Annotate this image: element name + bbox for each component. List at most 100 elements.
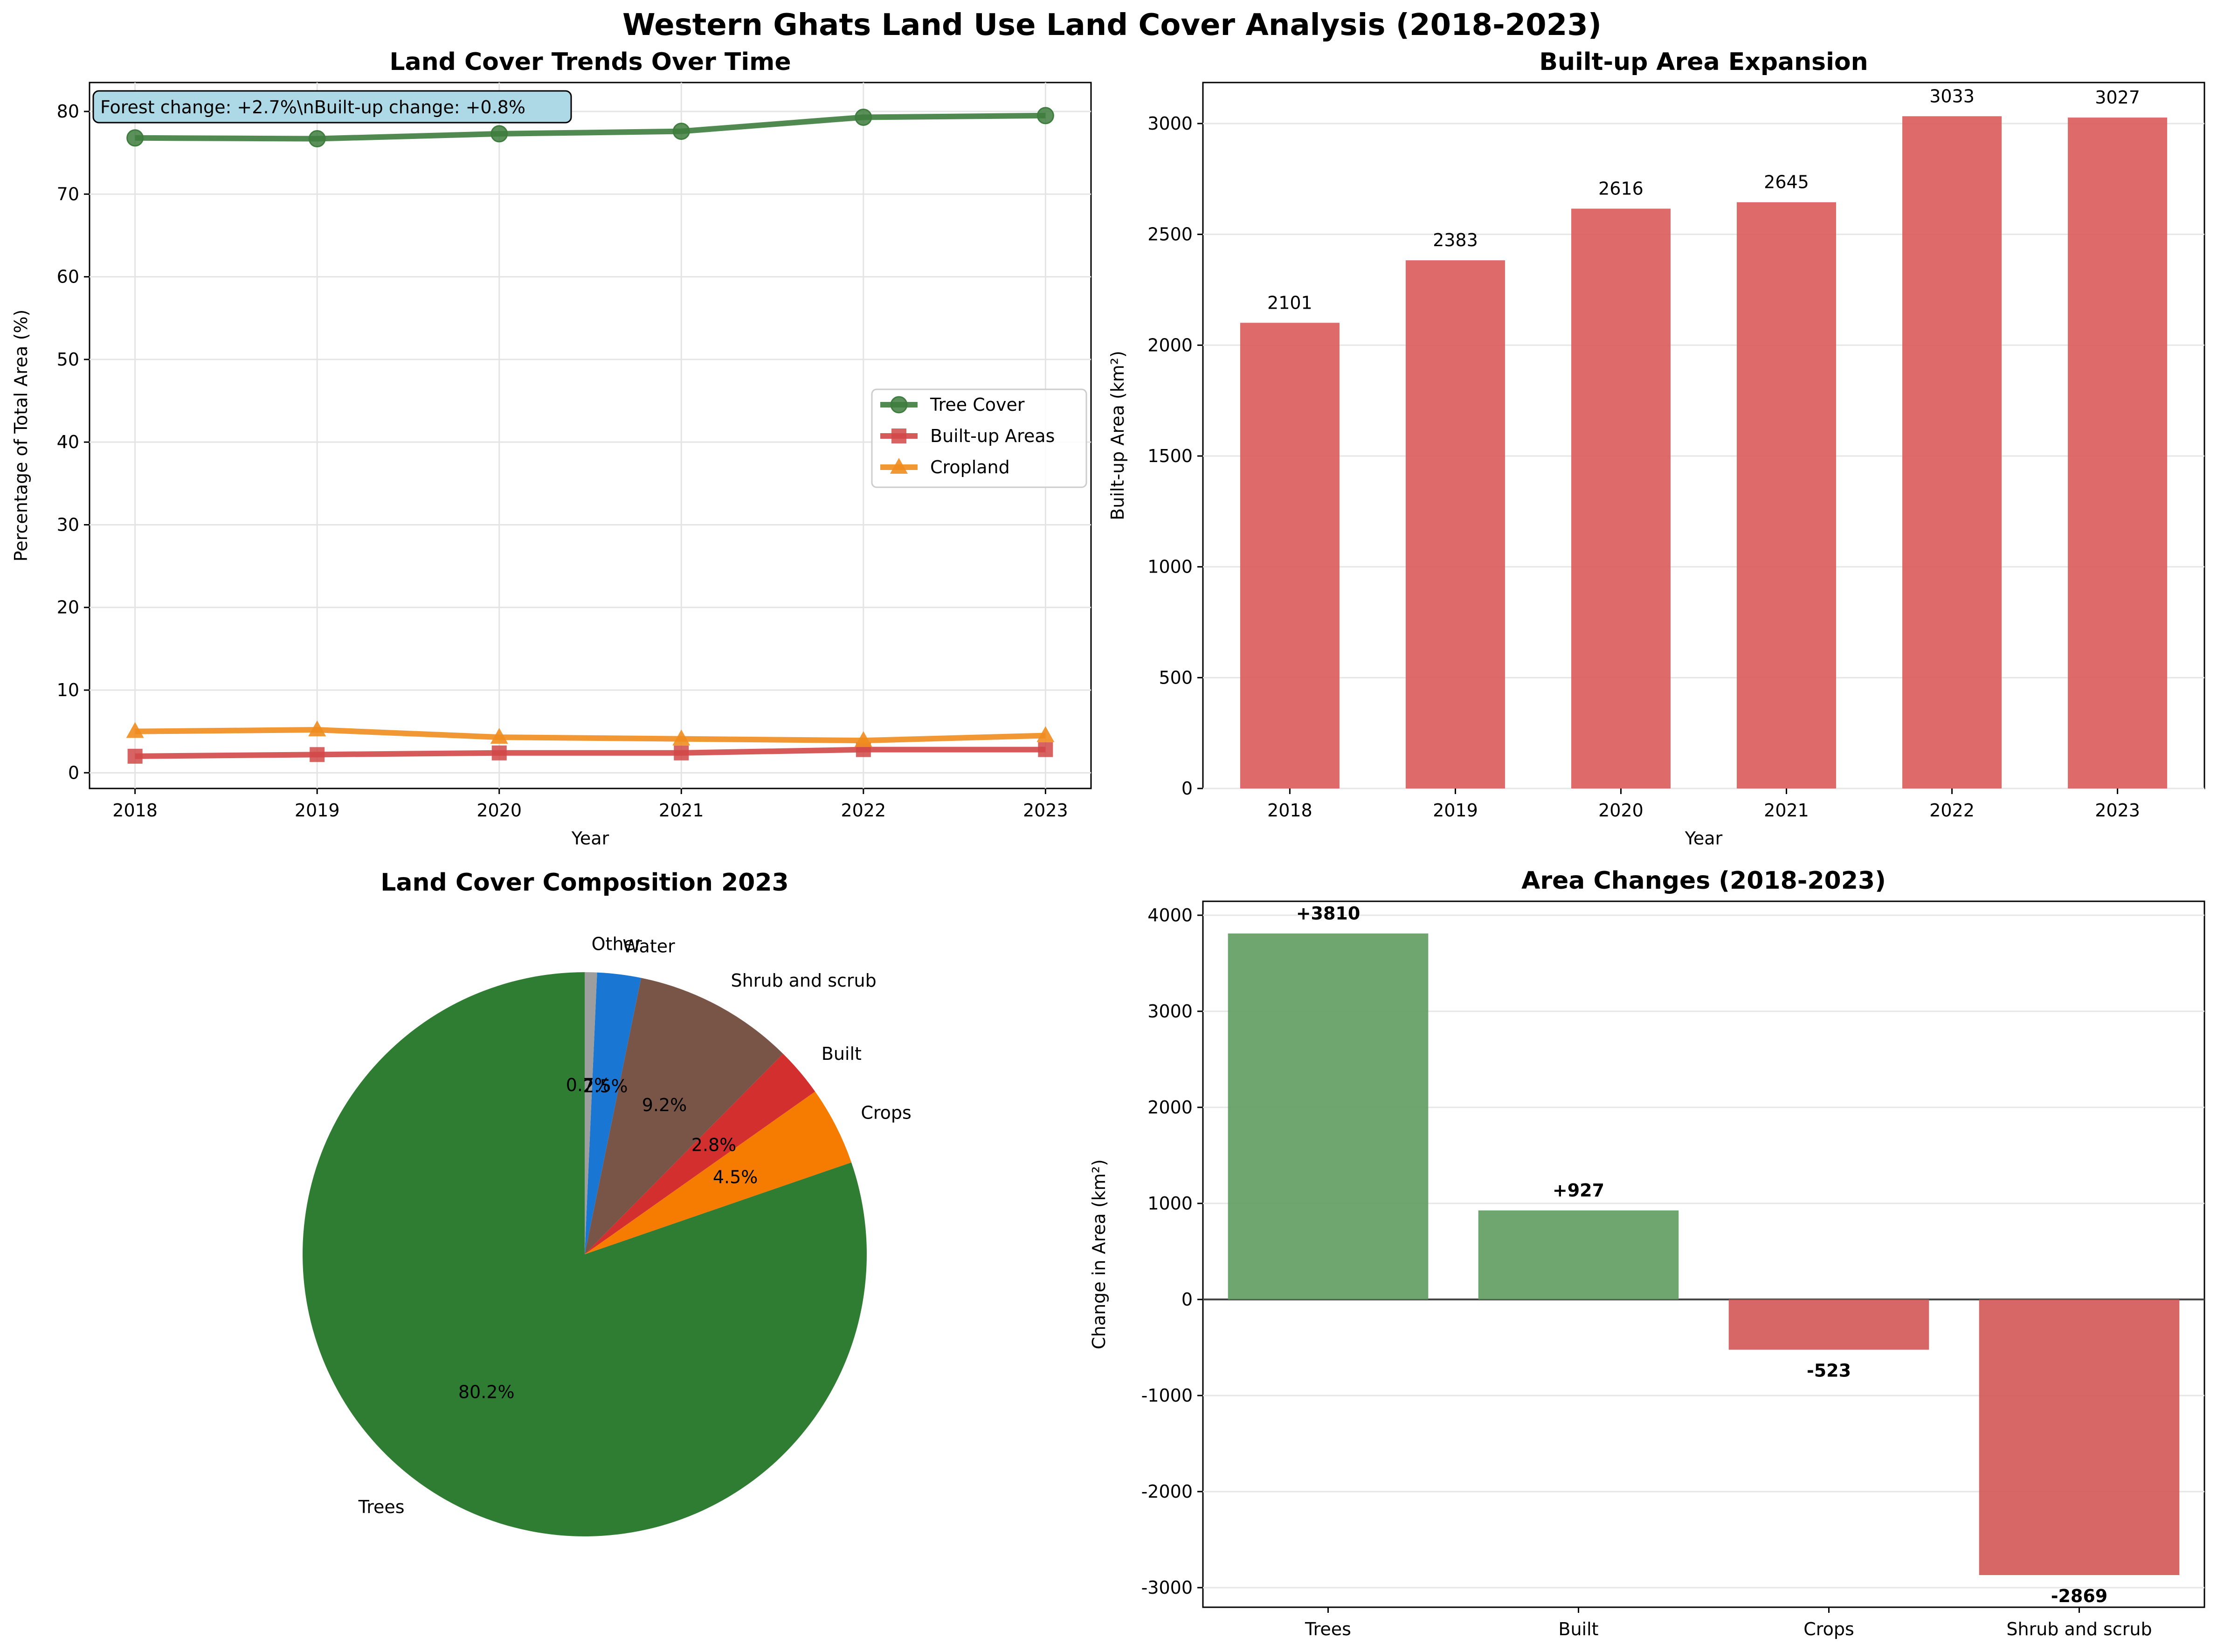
trends-legend-marker xyxy=(890,396,908,414)
changes-bar-value-label: +3810 xyxy=(1296,903,1361,924)
trends-legend-marker xyxy=(890,458,908,474)
trends-data-point xyxy=(490,125,508,143)
composition-slice-label: Built xyxy=(822,1044,862,1064)
changes-y-tick-label: 1000 xyxy=(1147,1193,1193,1214)
composition-slice-percent: 2.5% xyxy=(583,1076,628,1097)
changes-bars: +3810 +927 -523 -2869 xyxy=(1228,903,2180,1606)
changes-panel: +3810 +927 -523 -2869 Trees Built Crops Shrub … xyxy=(1089,867,2205,1639)
trends-y-tick-label: 0 xyxy=(68,762,79,783)
builtup-bars: 2101 2383 2616 2645 3033 3027 xyxy=(1240,86,2168,789)
builtup-bar xyxy=(1737,202,1837,789)
builtup-bar xyxy=(2068,118,2168,788)
trends-data-point xyxy=(672,729,691,746)
composition-slice-percent: 2.8% xyxy=(691,1134,737,1155)
changes-x-tick-label: Shrub and scrub xyxy=(2006,1619,2152,1639)
changes-y-tick-label: 0 xyxy=(1181,1289,1193,1310)
builtup-bar-value-label: 3033 xyxy=(1929,86,1975,106)
trends-data-point xyxy=(308,130,326,148)
trends-series-tree-cover xyxy=(126,107,1054,148)
trends-x-tick-label: 2019 xyxy=(295,800,340,821)
trends-data-point xyxy=(1036,726,1055,742)
trends-legend-box xyxy=(871,388,1087,488)
trends-x-tick-label: 2018 xyxy=(112,800,158,821)
changes-bar-value-label: +927 xyxy=(1553,1180,1604,1201)
changes-x-ticks: Trees Built Crops Shrub and scrub xyxy=(1305,1607,2152,1639)
trends-legend-label: Built-up Areas xyxy=(930,426,1055,446)
composition-slice-crops xyxy=(585,1092,852,1254)
changes-y-ticks: -3000 -2000 -1000 0 1000 2000 3000 4000 xyxy=(1141,905,1203,1598)
composition-slice-water xyxy=(585,972,641,1254)
changes-y-tick-label: 2000 xyxy=(1147,1097,1193,1118)
composition-slice-label: Trees xyxy=(358,1497,405,1517)
builtup-bar-value-label: 2645 xyxy=(1764,172,1809,193)
trends-series-line xyxy=(135,747,1046,759)
trends-y-tick-label: 50 xyxy=(57,349,79,370)
changes-bar xyxy=(1478,1210,1679,1299)
trends-y-ticks: 0 10 20 30 40 50 60 70 80 xyxy=(57,101,90,783)
trends-y-label: Percentage of Total Area (%) xyxy=(11,310,31,562)
composition-slice-shrub-and-scrub xyxy=(585,978,783,1254)
trends-data-point xyxy=(854,731,872,747)
composition-slice-percent: 4.5% xyxy=(713,1167,758,1188)
trends-data-point xyxy=(674,745,689,760)
composition-slice-percent: 0.7% xyxy=(566,1075,611,1095)
trends-data-point xyxy=(855,108,872,126)
trends-x-tick-label: 2022 xyxy=(841,800,886,821)
composition-slice-label: Crops xyxy=(861,1103,912,1123)
changes-bar xyxy=(1979,1299,2180,1575)
builtup-bar-value-label: 3027 xyxy=(2095,87,2140,108)
builtup-y-tick-label: 1000 xyxy=(1147,557,1193,577)
trends-data-point xyxy=(490,728,508,744)
builtup-bar xyxy=(1240,323,1340,788)
builtup-title: Built-up Area Expansion xyxy=(1539,48,1868,76)
changes-y-tick-label: -1000 xyxy=(1141,1385,1193,1406)
builtup-y-tick-label: 3000 xyxy=(1147,113,1193,134)
composition-slice-percent: 9.2% xyxy=(642,1095,687,1115)
builtup-y-ticks: 0 500 1000 1500 2000 2500 3000 xyxy=(1147,113,1203,799)
changes-bar-value-label: -2869 xyxy=(2051,1586,2108,1606)
builtup-y-tick-label: 1500 xyxy=(1147,446,1193,466)
trends-series-line xyxy=(135,727,1046,744)
builtup-x-tick-label: 2022 xyxy=(1929,800,1975,821)
builtup-x-tick-label: 2018 xyxy=(1267,800,1312,821)
changes-x-tick-label: Trees xyxy=(1305,1619,1351,1639)
composition-slice-label: Other xyxy=(592,934,642,954)
builtup-x-label: Year xyxy=(1685,828,1723,849)
composition-slice-percent: 80.2% xyxy=(458,1382,515,1403)
trends-data-point xyxy=(1036,107,1054,124)
builtup-y-tick-label: 2000 xyxy=(1147,335,1193,355)
changes-y-tick-label: -3000 xyxy=(1141,1577,1193,1598)
trends-legend: Tree Cover Built-up Areas Cropland xyxy=(871,388,1087,488)
trends-annotation-box xyxy=(92,90,572,124)
composition-slice-other xyxy=(585,972,597,1254)
trends-data-point xyxy=(126,722,144,738)
changes-bar xyxy=(1228,933,1429,1299)
trends-x-tick-label: 2023 xyxy=(1023,800,1068,821)
composition-title: Land Cover Composition 2023 xyxy=(380,869,788,897)
trends-series-group xyxy=(126,107,1055,764)
trends-data-point xyxy=(672,123,690,140)
changes-y-tick-label: 4000 xyxy=(1147,905,1193,926)
trends-legend-label: Tree Cover xyxy=(930,394,1025,415)
composition-labels: Trees 80.2% Crops 4.5% Built 2.8% Shrub and sc… xyxy=(358,934,912,1517)
composition-slice-label: Water xyxy=(622,936,675,956)
trends-x-ticks: 2018 2019 2020 2021 2022 2023 xyxy=(112,788,1068,821)
trends-data-point xyxy=(491,745,507,760)
trends-x-tick-label: 2020 xyxy=(477,800,522,821)
composition-slice-built xyxy=(585,1053,815,1254)
changes-bar xyxy=(1728,1299,1929,1350)
builtup-y-tick-label: 2500 xyxy=(1147,224,1193,245)
builtup-y-tick-label: 500 xyxy=(1159,667,1193,688)
builtup-grid xyxy=(1203,123,2204,789)
composition-slice-label: Shrub and scrub xyxy=(731,970,877,991)
builtup-x-tick-label: 2021 xyxy=(1764,800,1809,821)
changes-bar-value-label: -523 xyxy=(1807,1361,1851,1381)
builtup-x-tick-label: 2019 xyxy=(1433,800,1478,821)
builtup-bar xyxy=(1902,116,2002,789)
changes-x-tick-label: Crops xyxy=(1803,1619,1854,1639)
composition-slices xyxy=(302,972,867,1536)
builtup-bar xyxy=(1405,260,1505,788)
trends-annotation-text: Forest change: +2.7%\nBuilt-up change: +… xyxy=(100,97,525,118)
trends-legend-marker xyxy=(891,429,906,443)
trends-panel: 2018 2019 2020 2021 2022 2023 0 10 20 30 40 50 60 70… xyxy=(11,48,1092,849)
